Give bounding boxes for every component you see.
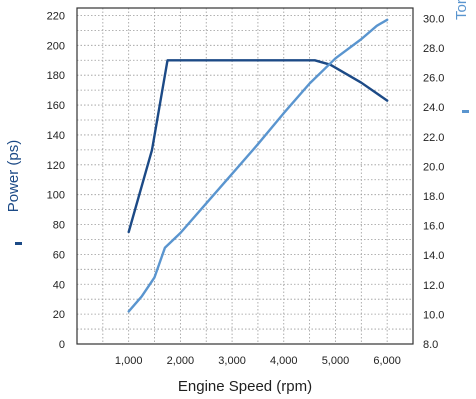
grid [77,8,413,344]
x-tick-label: 5,000 [322,355,350,367]
y-tick-label-right: 24.0 [423,102,444,114]
y-tick-label-right: 20.0 [423,161,444,173]
y-axis-title-right: Torque (kg·m) [453,0,470,20]
x-axis-title: Engine Speed (rpm) [178,378,312,395]
y-tick-label-left: 220 [47,10,65,22]
torque-legend-swatch [462,110,469,113]
y-tick-label-left: 40 [53,279,65,291]
x-tick-label: 1,000 [115,355,143,367]
y-tick-label-left: 160 [47,100,65,112]
y-tick-label-left: 60 [53,249,65,261]
y-tick-label-right: 22.0 [423,132,444,144]
y-tick-label-right: 30.0 [423,13,444,25]
y-tick-label-left: 120 [47,160,65,172]
series-layer [127,18,389,313]
power-series-line [127,59,389,234]
y-tick-label-left: 20 [53,309,65,321]
y-axis-title-left: Power (ps) [5,140,22,213]
y-tick-label-right: 10.0 [423,309,444,321]
y-tick-label-left: 0 [59,339,65,351]
y-tick-label-left: 80 [53,220,65,232]
y-tick-label-right: 28.0 [423,43,444,55]
y-tick-label-right: 14.0 [423,250,444,262]
torque-series-line [127,18,389,313]
y-tick-label-right: 16.0 [423,221,444,233]
y-tick-label-left: 100 [47,190,65,202]
y-tick-label-right: 18.0 [423,191,444,203]
tick-labels: 1,000 2,000 3,000 4,000 5,000 6,000 0 20 40 60 80 1… [47,10,445,367]
plot-frame [76,7,414,345]
y-tick-label-left: 200 [47,40,65,52]
y-tick-label-left: 140 [47,130,65,142]
y-tick-label-right: 8.0 [423,339,438,351]
y-tick-label-right: 12.0 [423,280,444,292]
y-tick-label-right: 26.0 [423,73,444,85]
x-tick-label: 6,000 [373,355,401,367]
x-tick-label: 3,000 [218,355,246,367]
power-legend-swatch [15,242,22,245]
y-tick-label-left: 180 [47,70,65,82]
x-tick-label: 2,000 [167,355,195,367]
x-tick-label: 4,000 [270,355,298,367]
